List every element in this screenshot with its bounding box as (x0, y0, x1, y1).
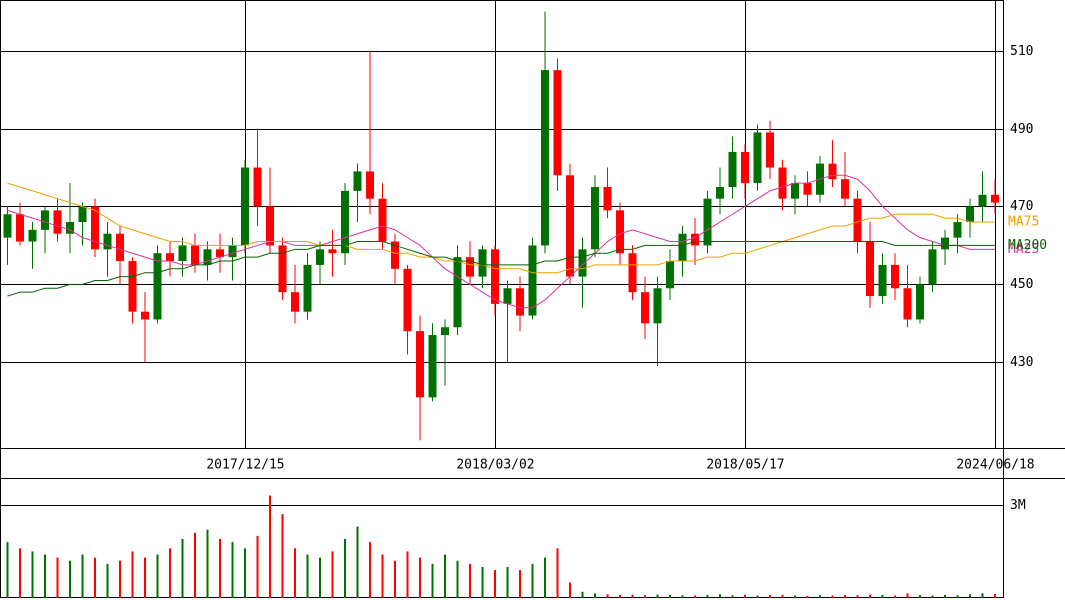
candle-body (716, 186, 724, 199)
candle-body (628, 253, 637, 293)
candle-body (416, 331, 424, 398)
candle-body (203, 249, 212, 265)
candle-body (878, 264, 887, 297)
candle-body (403, 268, 412, 332)
candle-body (603, 186, 612, 211)
candle-body (478, 249, 487, 277)
candle-body (178, 245, 187, 262)
candle-body (541, 70, 549, 246)
candle-body (853, 198, 862, 242)
candle-body (791, 183, 799, 199)
candle-body (303, 264, 312, 312)
x-tick-label: 2024/06/18 (956, 458, 1034, 473)
legend-label: MA75 (1008, 215, 1039, 230)
candle-body (53, 210, 62, 234)
candle-body (941, 237, 949, 250)
candle-body (778, 167, 787, 199)
legend-label: MA25 (1008, 242, 1039, 257)
candle-body (866, 241, 874, 297)
candle-body (653, 288, 662, 324)
candle-body (616, 210, 624, 254)
moving-average-line (7, 241, 995, 297)
candle-body (366, 171, 374, 199)
y-tick-label: 430 (1010, 355, 1033, 370)
candle-body (828, 163, 837, 180)
candle-body (666, 261, 674, 289)
candle-body (691, 233, 699, 246)
candle-body (591, 186, 599, 250)
candle-body (216, 249, 224, 258)
candle-body (78, 206, 87, 223)
candle-body (128, 261, 137, 312)
candle-body (153, 253, 162, 320)
candle-body (703, 198, 712, 246)
candle-body (803, 183, 812, 195)
candle-body (491, 249, 499, 304)
candle-body (41, 210, 49, 230)
candle-body (741, 151, 749, 184)
candle-body (503, 288, 512, 304)
candle-body (253, 167, 262, 207)
candle-body (291, 292, 299, 312)
candle-body (916, 284, 924, 320)
candle-body (966, 206, 974, 223)
candle-body (678, 233, 687, 262)
moving-average-line (7, 182, 995, 274)
candle-body (228, 245, 237, 258)
x-tick-label: 2018/05/17 (706, 458, 784, 473)
candle-body (278, 245, 287, 293)
candle-body (728, 151, 737, 187)
candle-body (103, 233, 112, 250)
y-tick-label: 450 (1010, 277, 1033, 292)
candle-body (991, 194, 999, 203)
candle-body (91, 206, 99, 250)
candle-body (466, 257, 474, 277)
candle-body (266, 206, 274, 246)
candle-body (528, 245, 537, 316)
candle-body (378, 198, 387, 242)
candle-body (328, 249, 337, 254)
candle-body (28, 229, 37, 242)
frame (0, 0, 1004, 598)
candle-body (953, 222, 962, 238)
candle-body (566, 175, 574, 277)
candle-body (66, 222, 74, 234)
candle-body (316, 249, 324, 265)
candle-body (391, 241, 399, 269)
candle-body (441, 327, 449, 336)
candle-body (578, 249, 587, 277)
y-tick-label: 470 (1010, 199, 1033, 214)
x-tick-label: 2017/12/15 (206, 458, 284, 473)
candle-body (341, 190, 349, 254)
candle-body (641, 292, 649, 324)
candle-body (553, 70, 562, 176)
x-tick-label: 2018/03/02 (456, 458, 534, 473)
candle-body (891, 264, 899, 289)
candle-body (166, 253, 174, 262)
candle-body (116, 233, 124, 262)
y-tick-label: 490 (1010, 122, 1033, 137)
candle-body (453, 257, 462, 328)
candle-body (903, 288, 912, 320)
y-tick-label: 3M (1010, 498, 1026, 513)
legend-label: MA200 (1008, 238, 1047, 253)
candle-body (753, 132, 762, 184)
candle-body (353, 171, 362, 191)
candle-body (141, 311, 149, 320)
candle-body (928, 249, 937, 285)
candle-body (191, 245, 199, 265)
candle-body (241, 167, 249, 246)
candle-body (766, 132, 774, 168)
candle-body (978, 194, 987, 207)
candle-body (841, 179, 849, 199)
candle-body (16, 214, 24, 242)
candle-body (516, 288, 524, 316)
candle-body (3, 214, 12, 238)
candle-body (428, 335, 437, 398)
y-tick-label: 510 (1010, 44, 1033, 59)
moving-average-line (7, 174, 995, 309)
